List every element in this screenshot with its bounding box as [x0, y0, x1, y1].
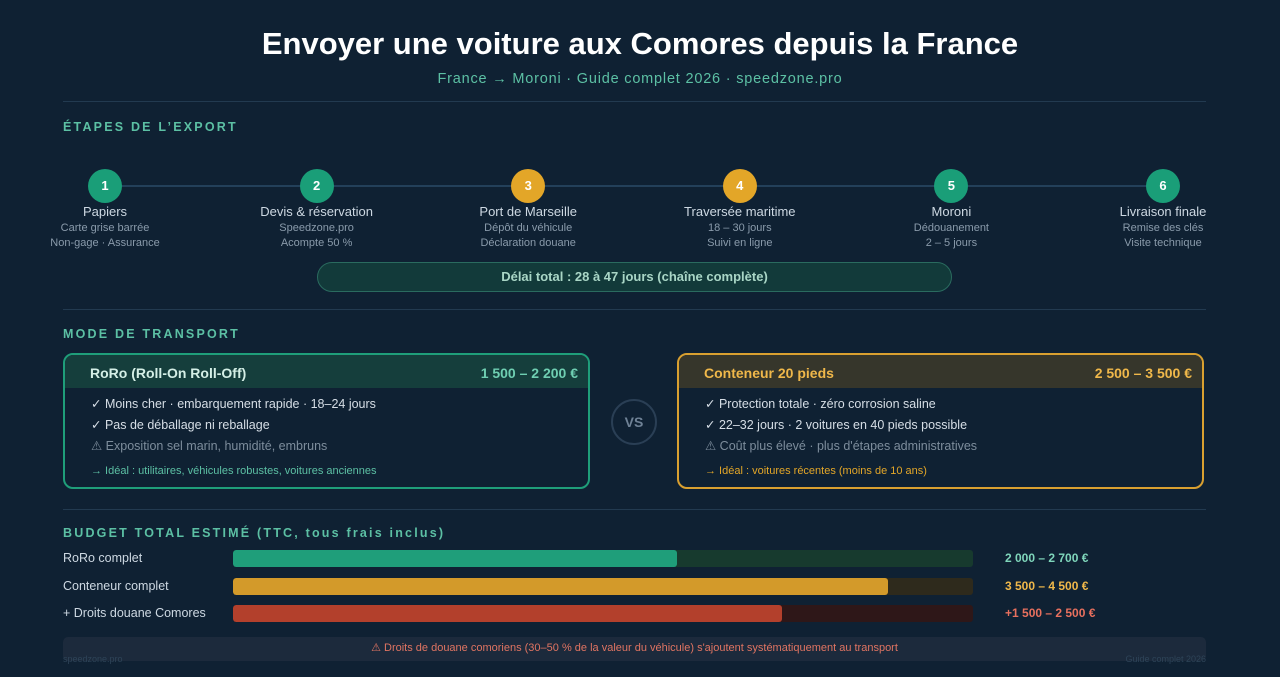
budget-bar-track: [233, 577, 973, 595]
card-header: Conteneur 20 pieds 2 500 – 3 500 €: [679, 355, 1202, 388]
card-point: ✓ 22–32 jours · 2 voitures en 40 pieds p…: [705, 418, 968, 432]
transport-card: Conteneur 20 pieds 2 500 – 3 500 € ✓ Prote…: [677, 353, 1204, 489]
card-warning: ⚠ Coût plus élevé · plus d'étapes admini…: [705, 439, 978, 453]
step-title: Livraison finale: [1119, 204, 1207, 219]
step-detail: Non-gage · Assurance: [50, 237, 160, 249]
budget-label: Conteneur complet: [63, 578, 169, 593]
card-price: 2 500 – 3 500 €: [1094, 365, 1192, 381]
title: Envoyer une voiture aux Comores depuis l…: [261, 26, 1019, 61]
budget-bar-fill: [233, 605, 783, 622]
card-ideal: → Idéal : utilitaires, véhicules robuste…: [91, 465, 377, 477]
step-title: Traversée maritime: [684, 204, 796, 219]
budget-value: 3 500 – 4 500 €: [1005, 578, 1089, 593]
step-number: 6: [1146, 169, 1180, 203]
section-heading: ÉTAPES DE L’EXPORT: [63, 120, 238, 134]
step-detail: Dédouanement: [913, 222, 989, 234]
step-detail: Visite technique: [1124, 237, 1202, 249]
step-detail: Suivi en ligne: [707, 237, 773, 249]
card-point: ✓ Protection totale · zéro corrosion sal…: [705, 397, 936, 411]
step-detail: 18 – 30 jours: [707, 222, 772, 234]
card-header: RoRo (Roll-On Roll-Off) 1 500 – 2 200 €: [65, 355, 588, 388]
section-heading: MODE DE TRANSPORT: [63, 327, 240, 341]
budget-label: RoRo complet: [63, 551, 143, 565]
divider: [63, 309, 1206, 310]
step-title: Papiers: [82, 204, 128, 219]
divider: [63, 101, 1206, 102]
step-detail: 2 – 5 jours: [925, 237, 978, 249]
step-number: 5: [934, 169, 969, 203]
step-number: 1: [88, 169, 122, 203]
subtitle: France → Moroni · Guide complet 2026 · s…: [437, 71, 843, 87]
step-number: 3: [511, 169, 546, 203]
step-detail: Déclaration douane: [480, 237, 576, 249]
divider: [63, 509, 1206, 510]
budget-label: + Droits douane Comores: [63, 606, 206, 620]
budget-value: 2 000 – 2 700 €: [1005, 551, 1089, 565]
card-title: Conteneur 20 pieds: [704, 365, 834, 381]
step-number: 4: [722, 169, 757, 203]
card-point: ✓ Moins cher · embarquement rapide · 18–…: [91, 397, 376, 411]
section-heading: BUDGET TOTAL ESTIMÉ (TTC, tous frais inc…: [63, 526, 446, 540]
step-number: 2: [299, 169, 334, 203]
timeline: [105, 185, 1163, 187]
budget-note: ⚠ Droits de douane comoriens (30–50 % de…: [63, 637, 1206, 661]
budget-bar-track: [233, 605, 973, 622]
vs-badge: VS: [611, 399, 657, 445]
step-title: Moroni: [931, 204, 972, 219]
budget-bar-fill: [233, 577, 888, 595]
card-title: RoRo (Roll-On Roll-Off): [90, 365, 247, 381]
footer-left: speedzone.pro: [63, 654, 123, 664]
step-detail: Dépôt du véhicule: [484, 222, 573, 234]
step-title: Devis & réservation: [260, 204, 373, 219]
budget-bar-track: [233, 550, 973, 567]
step-detail: Carte grise barrée: [60, 222, 150, 234]
card-warning: ⚠ Exposition sel marin, humidité, embrun…: [91, 439, 328, 453]
step-title: Port de Marseille: [479, 204, 577, 219]
budget-value: +1 500 – 2 500 €: [1005, 606, 1096, 620]
card-point: ✓ Pas de déballage ni reballage: [91, 418, 270, 432]
budget-bar-fill: [233, 550, 677, 567]
step-detail: Speedzone.pro: [279, 222, 354, 234]
total-duration: Délai total : 28 à 47 jours (chaîne comp…: [317, 262, 952, 292]
step-detail: Remise des clés: [1122, 222, 1204, 234]
transport-card: RoRo (Roll-On Roll-Off) 1 500 – 2 200 € ✓ …: [63, 353, 590, 489]
card-price: 1 500 – 2 200 €: [480, 365, 578, 381]
card-ideal: → Idéal : voitures récentes (moins de 10…: [705, 465, 927, 477]
footer-right: Guide complet 2026: [1125, 654, 1206, 664]
step-detail: Acompte 50 %: [280, 237, 353, 249]
